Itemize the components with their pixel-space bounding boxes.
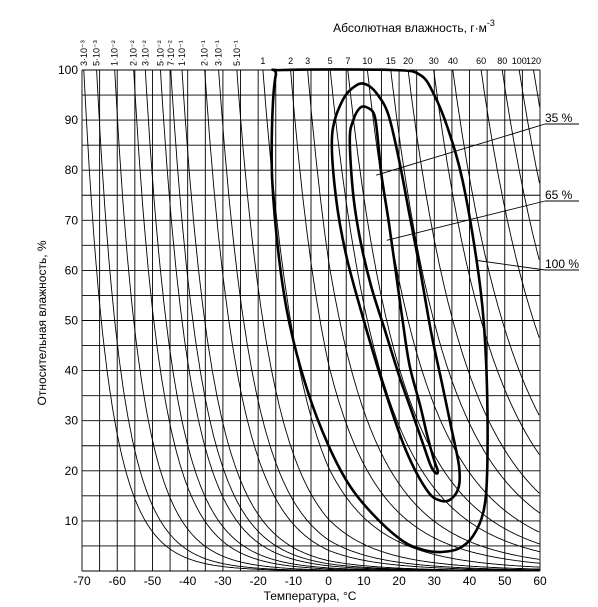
abs-humidity-tick-label: 120 xyxy=(526,56,541,66)
annotation-leader-line xyxy=(476,259,546,271)
y-tick-label: 10 xyxy=(65,514,79,528)
abs-humidity-isoline xyxy=(347,69,541,545)
abs-humidity-isoline xyxy=(218,69,540,571)
abs-humidity-tick-label: 1·10⁻² xyxy=(110,40,120,66)
abs-humidity-tick-label: 20 xyxy=(403,56,413,66)
annotations: 35 % 65 % 100 % xyxy=(376,111,579,271)
y-axis-label: Относительная влажность, % xyxy=(35,240,49,405)
abs-humidity-tick-label: 2·10⁻² xyxy=(129,40,139,66)
envelope-curves xyxy=(270,68,489,554)
abs-humidity-isoline xyxy=(329,69,540,553)
abs-humidity-tick-label: 2·10⁻¹ xyxy=(200,40,210,66)
abs-humidity-tick-label: 1·10⁻¹ xyxy=(177,40,187,66)
x-tick-label: -40 xyxy=(179,574,197,588)
abs-humidity-isoline xyxy=(501,69,540,260)
abs-humidity-isoline xyxy=(518,69,540,184)
x-tick-label: -60 xyxy=(109,574,127,588)
x-tick-label: 10 xyxy=(357,574,371,588)
abs-humidity-tick-label: 7 xyxy=(345,56,350,66)
y-tick-label: 40 xyxy=(65,364,79,378)
abs-humidity-tick-label: 10 xyxy=(362,56,372,66)
abs-humidity-isoline xyxy=(262,69,540,568)
abs-humidity-tick-label: 5·10⁻² xyxy=(155,40,165,66)
abs-humidity-tick-label: 3·10⁻³ xyxy=(79,40,89,66)
x-tick-label: -10 xyxy=(285,574,303,588)
annotation-leader-line xyxy=(376,123,546,176)
top-axis-label: Абсолютная влажность, г·м-3 xyxy=(333,18,495,35)
y-tick-label: 60 xyxy=(65,263,79,277)
grid xyxy=(81,69,541,572)
abs-humidity-tick-label: 30 xyxy=(429,56,439,66)
abs-humidity-tick-label: 7·10⁻² xyxy=(166,40,176,66)
y-tick-label: 70 xyxy=(65,213,79,227)
abs-humidity-tick-label: 5·10⁻¹ xyxy=(232,40,242,66)
abs-humidity-isoline xyxy=(533,69,541,108)
abs-humidity-tick-label: 3·10⁻² xyxy=(140,40,150,66)
y-tick-label: 90 xyxy=(65,113,79,127)
x-tick-label: 60 xyxy=(533,574,547,588)
abs-humidity-isoline xyxy=(452,69,540,416)
abs-humidity-tick-label: 15 xyxy=(386,56,396,66)
abs-humidity-tick-label: 80 xyxy=(497,56,507,66)
x-tick-label: -20 xyxy=(249,574,267,588)
x-tick-label: 50 xyxy=(498,574,512,588)
abs-humidity-isoline xyxy=(407,69,540,494)
x-tick-label: 20 xyxy=(392,574,406,588)
top-axis-label-text: Абсолютная влажность, г·м xyxy=(333,21,487,35)
annotation-label: 65 % xyxy=(545,188,573,202)
abs-humidity-tick-label: 100 xyxy=(512,56,527,66)
envelope-curve-1 xyxy=(330,82,462,503)
abs-humidity-isoline xyxy=(390,69,540,514)
annotation-label: 35 % xyxy=(545,111,573,125)
x-tick-label: 30 xyxy=(428,574,442,588)
envelope-curve-0 xyxy=(270,68,489,554)
y-tick-label: 30 xyxy=(65,414,79,428)
abs-humidity-tick-label: 3 xyxy=(305,56,310,66)
y-tick-label: 80 xyxy=(65,163,79,177)
abs-humidity-tick-label: 5 xyxy=(328,56,333,66)
abs-humidity-tick-label: 3·10⁻¹ xyxy=(214,40,224,66)
annotation-label: 100 % xyxy=(545,257,579,271)
abs-humidity-tick-label: 1 xyxy=(260,56,265,66)
abs-humidity-isoline xyxy=(181,69,540,572)
abs-humidity-tick-label: 2 xyxy=(288,56,293,66)
abs-humidity-isoline xyxy=(290,69,540,564)
y-tick-label: 100 xyxy=(58,63,78,77)
abs-humidity-isoline xyxy=(236,69,540,570)
abs-humidity-tick-label: 5·10⁻³ xyxy=(92,40,102,66)
abs-humidity-isoline xyxy=(433,69,540,455)
abs-humidity-isoline xyxy=(204,69,540,571)
abs-humidity-isoline xyxy=(480,69,540,338)
abs-humidity-isoline xyxy=(307,69,540,560)
x-tick-label: -50 xyxy=(144,574,162,588)
y-tick-label: 20 xyxy=(65,464,79,478)
x-tick-label: 0 xyxy=(325,574,332,588)
top-axis-label-superscript: -3 xyxy=(487,18,495,28)
x-axis-label: Температура, °С xyxy=(264,589,357,603)
x-tick-label: 40 xyxy=(463,574,477,588)
x-tick-label: -30 xyxy=(214,574,232,588)
y-tick-label: 50 xyxy=(65,314,79,328)
envelope-curve-2 xyxy=(348,105,440,475)
annotation-leader-line xyxy=(386,200,546,241)
tick-labels: -70 -60 -50 -40 -30 -20 -10 0 10 20 30 40 50 60 10 20 30… xyxy=(58,40,547,588)
x-tick-label: -70 xyxy=(73,574,91,588)
abs-humidity-tick-label: 40 xyxy=(448,56,458,66)
abs-humidity-tick-label: 60 xyxy=(476,56,486,66)
